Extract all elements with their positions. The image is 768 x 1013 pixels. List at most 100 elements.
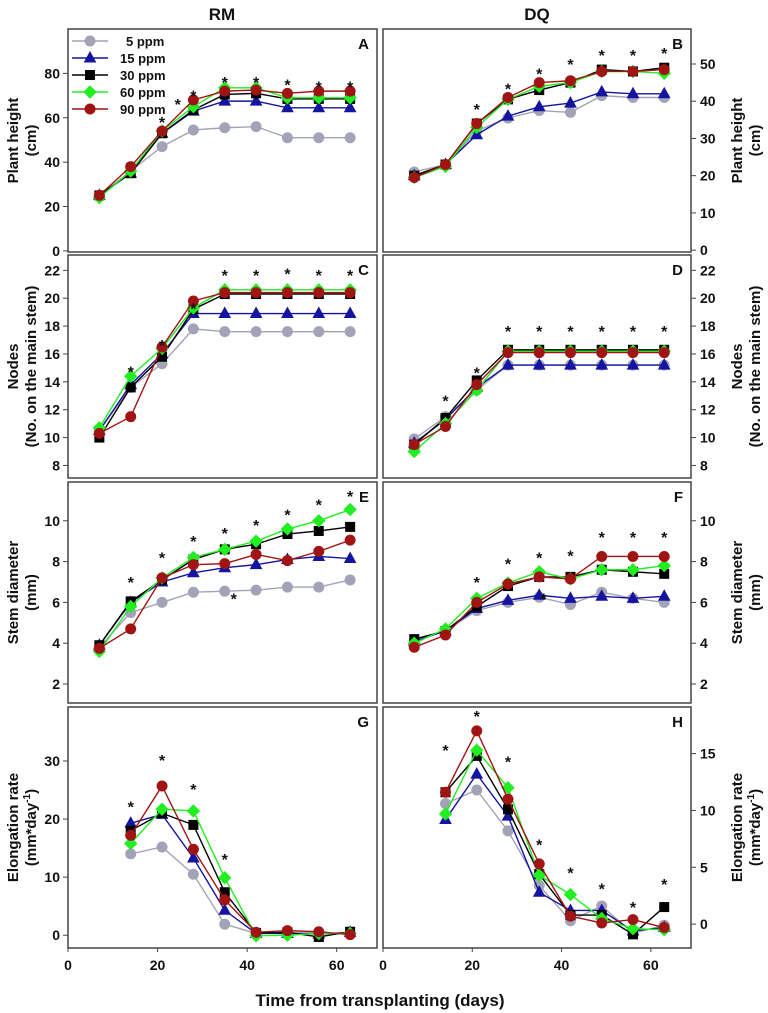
series-5-ppm — [125, 841, 356, 939]
significance-star: * — [190, 302, 197, 319]
significance-star: * — [347, 79, 354, 96]
data-point — [564, 591, 577, 603]
significance-star: * — [505, 81, 512, 98]
data-point — [281, 326, 293, 338]
data-point — [501, 593, 515, 605]
series-60-ppm — [438, 743, 671, 937]
y-tick-label: 40 — [700, 93, 716, 109]
y-tick-label: 2 — [700, 676, 708, 692]
data-point — [312, 514, 326, 528]
y-tick-label: 12 — [44, 402, 60, 418]
data-point — [658, 347, 670, 359]
y-tick-label: 50 — [700, 56, 716, 72]
data-point — [93, 642, 105, 654]
significance-star: * — [190, 88, 197, 105]
data-point — [408, 641, 420, 653]
legend-label: 30 ppm — [120, 68, 166, 83]
significance-star: * — [159, 338, 166, 355]
y-tick-label: 20 — [44, 199, 60, 215]
y-tick-label: 16 — [700, 346, 716, 362]
significance-star: * — [128, 364, 135, 381]
y-tick-label: 20 — [700, 290, 716, 306]
series-60-ppm — [92, 502, 357, 659]
series-line — [130, 812, 351, 938]
significance-star: * — [630, 530, 637, 547]
data-point — [125, 829, 137, 841]
data-point — [187, 850, 200, 863]
y-tick-label: 10 — [700, 802, 716, 818]
y-tick-label: 10 — [44, 869, 60, 885]
significance-star: * — [253, 75, 260, 92]
significance-star: * — [541, 591, 548, 608]
plot-frame — [382, 28, 692, 253]
data-point — [93, 189, 105, 201]
significance-star: * — [505, 324, 512, 341]
series-line — [130, 846, 351, 935]
significance-star: * — [661, 877, 668, 894]
panel-a: 0 20 40 60 80 Plant height(cm) A * * * * * * * * 5 ppm 1… — [5, 28, 378, 259]
data-point — [344, 574, 356, 586]
y-tick-label: 4 — [52, 635, 60, 651]
y-tick-label: 10 — [700, 430, 716, 446]
data-point — [533, 571, 545, 583]
legend-marker — [85, 70, 95, 80]
data-point — [187, 323, 199, 335]
panel-d: 8 10 12 14 16 18 20 22 Nodes(No. on the main ste… — [382, 254, 764, 479]
y-tick-label: 0 — [700, 242, 708, 258]
significance-star: * — [661, 324, 668, 341]
data-point — [344, 534, 356, 546]
y-axis-label: Stem diameter(mm) — [5, 541, 40, 645]
panel-letter: B — [672, 36, 683, 53]
significance-star: * — [661, 530, 668, 547]
data-point — [502, 825, 514, 837]
significance-star: * — [222, 75, 229, 92]
plot-frame — [382, 481, 692, 704]
x-tick-label: 60 — [643, 957, 659, 973]
data-point — [532, 868, 546, 882]
significance-star: * — [442, 394, 449, 411]
series-15-ppm — [124, 807, 357, 939]
data-point — [249, 94, 263, 106]
data-point — [250, 121, 262, 133]
data-point — [343, 306, 357, 319]
significance-star: * — [159, 115, 166, 132]
data-point — [187, 559, 199, 571]
data-point — [564, 75, 576, 87]
data-point — [187, 868, 199, 880]
data-point — [188, 819, 199, 830]
data-point — [532, 588, 546, 600]
data-point — [186, 804, 201, 818]
data-point — [249, 557, 263, 570]
y-tick-label: 10 — [44, 513, 60, 529]
data-point — [502, 793, 514, 805]
data-point — [533, 858, 545, 870]
data-point — [596, 917, 608, 929]
data-point — [123, 599, 138, 614]
y-tick-label: 18 — [700, 318, 716, 334]
significance-star: * — [474, 102, 481, 119]
panel-letter: D — [672, 262, 683, 279]
series-5-ppm — [93, 121, 356, 201]
data-point — [219, 558, 231, 570]
data-point — [313, 287, 325, 299]
data-point — [502, 347, 514, 359]
data-point — [123, 369, 138, 383]
y-tick-label: 10 — [44, 430, 60, 446]
x-tick-label: 0 — [64, 957, 72, 973]
series-90-ppm — [93, 534, 356, 654]
series-90-ppm — [93, 84, 356, 201]
title-dq: DQ — [524, 5, 550, 24]
data-point — [471, 118, 483, 130]
data-point — [156, 141, 168, 153]
data-point — [313, 85, 325, 97]
data-point — [344, 85, 356, 97]
x-axis-label: Time from transplanting (days) — [255, 991, 504, 1010]
significance-star: * — [284, 267, 291, 284]
y-tick-label: 0 — [52, 243, 60, 259]
significance-star: * — [599, 530, 606, 547]
data-point — [658, 550, 670, 562]
data-point — [657, 589, 671, 601]
data-point — [471, 596, 483, 608]
y-tick-label: 0 — [700, 916, 708, 932]
data-point — [344, 132, 356, 144]
